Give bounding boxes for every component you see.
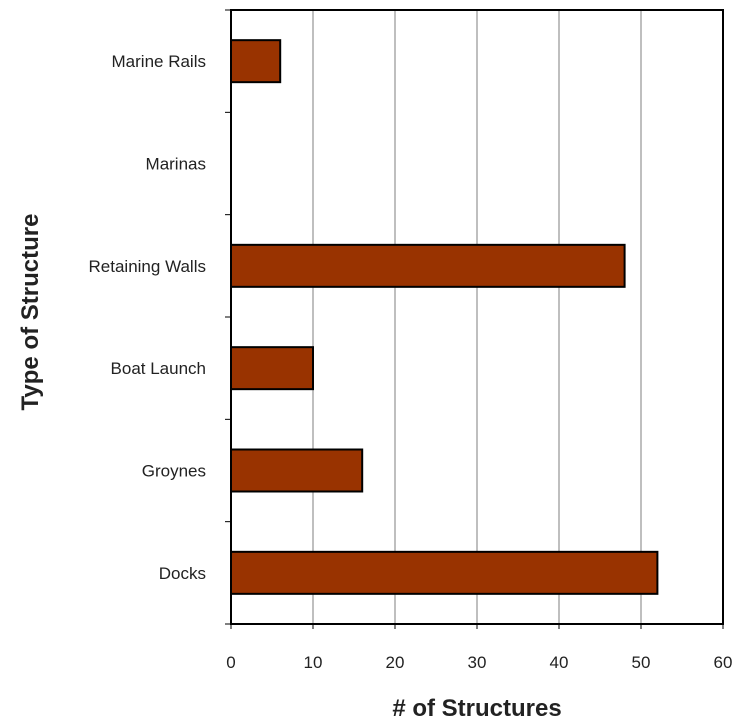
gridlines [312,10,642,624]
x-tick-label: 30 [468,653,487,672]
y-tick-label: Marinas [146,155,206,174]
x-tick-label: 0 [226,653,235,672]
x-tick-label: 60 [714,653,733,672]
bar [230,39,282,84]
axes [225,9,724,629]
x-axis-title: # of Structures [392,695,561,722]
y-axis-title: Type of Structure [17,214,44,411]
x-tick-label: 50 [632,653,651,672]
y-tick-label: Marine Rails [112,52,206,71]
x-tick-label: 20 [386,653,405,672]
y-tick-label: Groynes [142,462,206,481]
bar [230,550,659,595]
y-tick-label: Boat Launch [111,359,206,378]
x-tick-label: 40 [550,653,569,672]
plot-frame [230,9,724,625]
tick-labels: 0 10 20 30 40 50 60 Marine Rails Marinas Retainin… [89,52,733,672]
bar [230,243,626,288]
y-tick-label: Docks [159,564,206,583]
bar [230,346,314,391]
y-tick-label: Retaining Walls [89,257,206,276]
bars [230,39,659,595]
bar [230,448,364,493]
x-tick-label: 10 [304,653,323,672]
